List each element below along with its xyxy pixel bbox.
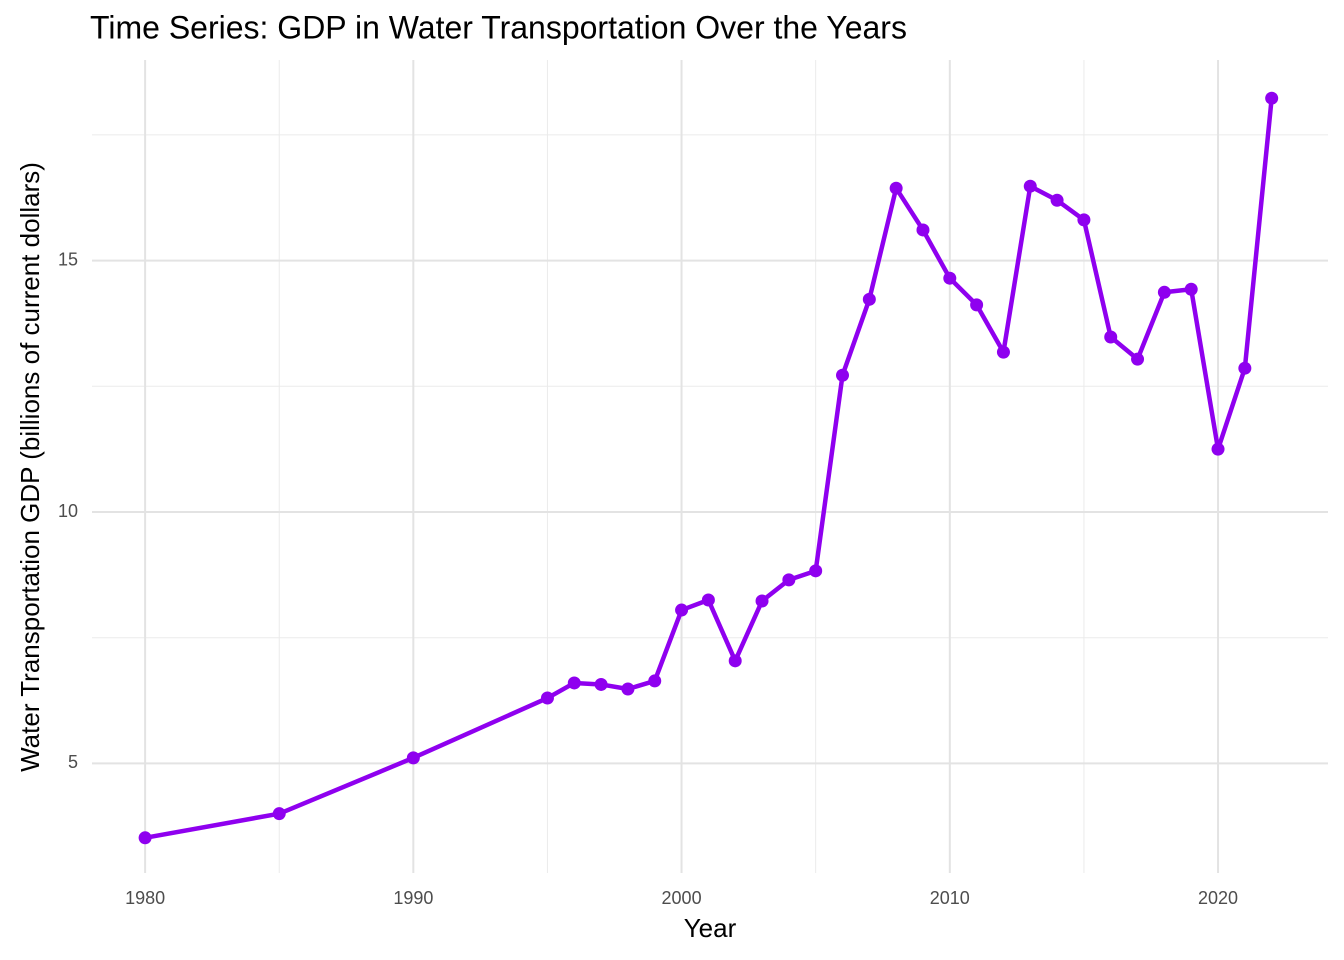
point <box>1050 193 1064 207</box>
point <box>970 298 984 312</box>
point <box>862 292 876 306</box>
point <box>996 345 1010 359</box>
x-axis-title: Year <box>684 913 737 943</box>
point <box>406 751 420 765</box>
y-tick-label: 5 <box>68 752 78 772</box>
point <box>1211 442 1225 456</box>
point <box>621 682 635 696</box>
point <box>1131 352 1145 366</box>
point <box>755 594 769 608</box>
x-tick-label: 2020 <box>1198 888 1238 908</box>
x-tick-label: 2000 <box>662 888 702 908</box>
x-tick-label: 1990 <box>393 888 433 908</box>
y-tick-label: 10 <box>58 501 78 521</box>
point <box>1077 213 1091 227</box>
point <box>1157 285 1171 299</box>
point <box>272 807 286 821</box>
line <box>144 97 1274 841</box>
y-axis-title: Water Transportation GDP (billions of cu… <box>15 162 45 772</box>
point <box>1184 282 1198 296</box>
point <box>1238 361 1252 375</box>
point <box>675 603 689 617</box>
point <box>889 181 903 195</box>
point <box>540 691 554 705</box>
point <box>916 223 930 237</box>
x-tick-label: 1980 <box>125 888 165 908</box>
y-tick-label: 15 <box>58 249 78 269</box>
point <box>836 368 850 382</box>
point <box>648 674 662 688</box>
point <box>1265 91 1279 105</box>
point <box>1104 330 1118 344</box>
chart-title: Time Series: GDP in Water Transportation… <box>90 9 907 45</box>
point <box>594 677 608 691</box>
point <box>701 593 715 607</box>
point <box>138 831 152 845</box>
point <box>1023 179 1037 193</box>
point <box>943 271 957 285</box>
point <box>728 654 742 668</box>
point <box>809 564 823 578</box>
point <box>567 676 581 690</box>
point <box>782 573 796 587</box>
x-tick-label: 2010 <box>930 888 970 908</box>
